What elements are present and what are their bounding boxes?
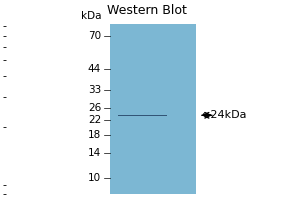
Text: 26: 26 — [88, 103, 101, 113]
Text: Western Blot: Western Blot — [107, 4, 187, 17]
Text: 18: 18 — [88, 130, 101, 140]
Text: 33: 33 — [88, 85, 101, 95]
Text: 22: 22 — [88, 115, 101, 125]
Text: 14: 14 — [88, 148, 101, 158]
Text: 10: 10 — [88, 173, 101, 183]
Text: ←24kDa: ←24kDa — [202, 110, 247, 120]
Bar — [118, 115, 167, 116]
Text: 44: 44 — [88, 64, 101, 74]
Text: kDa: kDa — [80, 11, 101, 21]
Text: 70: 70 — [88, 31, 101, 41]
